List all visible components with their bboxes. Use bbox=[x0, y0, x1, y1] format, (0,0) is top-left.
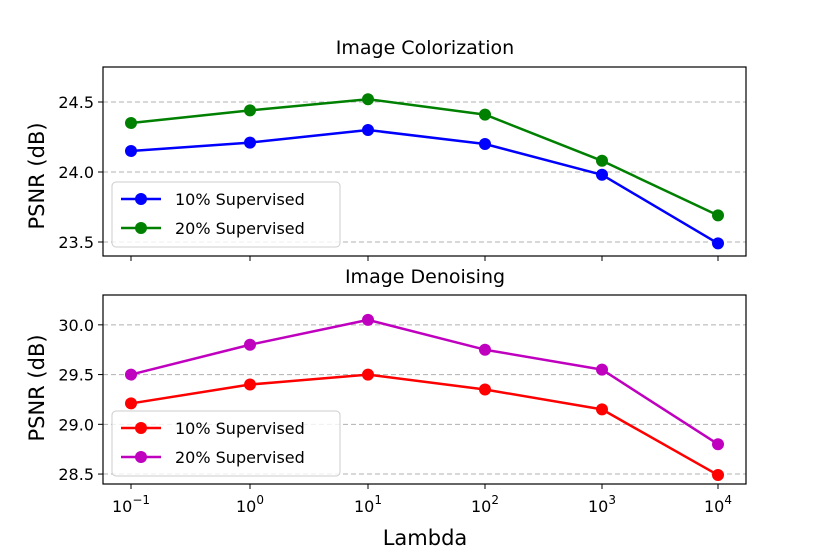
y-tick-label: 24.0 bbox=[58, 163, 94, 182]
data-point bbox=[362, 313, 374, 326]
colorization-legend-box bbox=[111, 181, 341, 248]
series-line-20pct bbox=[130, 97, 719, 217]
x-tick-label: 104 bbox=[704, 493, 732, 516]
colorization-series bbox=[125, 93, 724, 250]
x-tick-label: 101 bbox=[354, 493, 382, 516]
data-point bbox=[596, 403, 608, 416]
legend-label-10pct: 10% Supervised bbox=[175, 190, 305, 209]
denoising-plot-frame bbox=[102, 294, 747, 485]
data-point bbox=[244, 104, 256, 117]
denoising-title: Image Denoising bbox=[345, 266, 505, 288]
y-tick-label: 30.0 bbox=[58, 316, 94, 335]
colorization-legend: 10% Supervised 20% Supervised bbox=[111, 181, 341, 248]
denoising-ylabel: PSNR (dB) bbox=[25, 334, 49, 441]
data-point bbox=[596, 168, 608, 181]
legend-label-20pct: 20% Supervised bbox=[175, 219, 305, 238]
data-point bbox=[712, 469, 724, 482]
data-point bbox=[479, 138, 491, 150]
data-point bbox=[244, 136, 256, 149]
y-tick-label: 28.5 bbox=[58, 465, 94, 484]
data-point bbox=[244, 378, 256, 391]
data-point bbox=[712, 209, 724, 222]
data-point bbox=[244, 338, 256, 351]
data-point bbox=[479, 108, 491, 121]
y-tick-label: 24.5 bbox=[58, 93, 94, 112]
colorization-yticks: 23.5 24.0 24.5 bbox=[58, 93, 719, 261]
x-tick-label: 103 bbox=[588, 493, 616, 516]
data-point bbox=[596, 363, 608, 376]
y-tick-label: 29.0 bbox=[58, 415, 94, 434]
legend-label-10pct: 10% Supervised bbox=[175, 419, 305, 438]
colorization-plot-frame bbox=[102, 66, 747, 257]
data-point bbox=[479, 343, 491, 356]
legend-label-20pct: 20% Supervised bbox=[175, 448, 305, 467]
series-line-10pct bbox=[130, 373, 719, 477]
series-line-10pct bbox=[130, 128, 719, 245]
data-point bbox=[125, 117, 137, 129]
denoising-legend: 10% Supervised 20% Supervised bbox=[111, 410, 341, 477]
data-point bbox=[479, 383, 491, 396]
data-point bbox=[125, 145, 137, 157]
legend-marker-10pct bbox=[135, 422, 147, 434]
legend-marker-10pct bbox=[135, 193, 147, 205]
x-tick-label: 100 bbox=[236, 493, 264, 516]
data-point bbox=[712, 237, 724, 250]
x-tick-label: 10−1 bbox=[112, 493, 150, 516]
denoising-yticks: 28.5 29.0 29.5 30.0 bbox=[58, 316, 719, 489]
denoising-chart: Image Denoising PSNR (dB) 28.5 29.0 29.5 30… bbox=[25, 266, 747, 550]
x-axis-label: Lambda bbox=[383, 526, 468, 550]
data-point bbox=[362, 124, 374, 136]
colorization-title: Image Colorization bbox=[336, 37, 514, 59]
data-point bbox=[125, 368, 137, 381]
data-point bbox=[362, 368, 374, 381]
legend-marker-20pct bbox=[135, 451, 147, 463]
data-point bbox=[362, 93, 374, 106]
y-tick-label: 23.5 bbox=[58, 233, 94, 252]
y-tick-label: 29.5 bbox=[58, 366, 94, 385]
series-line-20pct bbox=[130, 318, 719, 446]
x-axis-ticks: 10−1 100 101 102 103 104 bbox=[112, 493, 732, 516]
data-point bbox=[596, 154, 608, 167]
colorization-chart: Image Colorization PSNR (dB) 23.5 24.0 24.… bbox=[25, 37, 747, 261]
denoising-legend-box bbox=[111, 410, 341, 477]
legend-marker-20pct bbox=[135, 222, 147, 234]
data-point bbox=[712, 438, 724, 451]
denoising-series bbox=[125, 313, 724, 482]
x-tick-label: 102 bbox=[471, 493, 499, 516]
data-point bbox=[125, 397, 137, 410]
colorization-ylabel: PSNR (dB) bbox=[25, 122, 49, 229]
